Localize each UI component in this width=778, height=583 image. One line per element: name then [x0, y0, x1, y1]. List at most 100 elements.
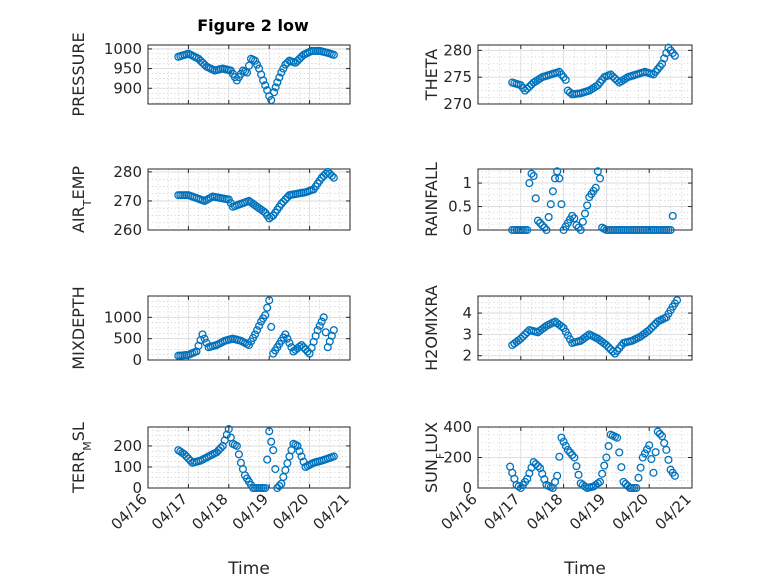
- sun_flux-point: [632, 483, 641, 493]
- terr_msl-point: [212, 448, 221, 457]
- sun_flux-xtick-label: 04/20: [609, 490, 652, 533]
- rainfall-point: [529, 171, 538, 181]
- mixdepth-point: [329, 326, 338, 335]
- sun_flux-ytick-label: 400: [443, 418, 472, 436]
- h2omixra-point: [518, 332, 527, 341]
- terr_msl-point: [329, 452, 338, 461]
- sun_flux-point: [657, 432, 667, 441]
- mixdepth-point: [317, 317, 326, 326]
- h2omixra-point: [645, 326, 654, 335]
- rainfall-point: [572, 221, 581, 230]
- pressure-ylabel: PRESSURE: [69, 32, 88, 116]
- sun_flux-xtick-label: 04/19: [566, 490, 609, 533]
- sun_flux-point: [595, 477, 605, 486]
- terr_msl-point: [267, 437, 276, 446]
- sun_flux-point: [645, 441, 654, 450]
- sun_flux-xtick-label: 04/16: [438, 490, 481, 533]
- mixdepth-ytick-label: 500: [113, 330, 142, 348]
- h2omixra-point: [602, 341, 611, 350]
- mixdepth-point: [283, 334, 292, 343]
- h2omixra-point: [647, 323, 656, 333]
- mixdepth-axes-border: [147, 295, 351, 361]
- theta-ytick-label: 270: [443, 95, 472, 113]
- theta-point: [606, 70, 615, 79]
- terr_msl-point: [273, 483, 282, 493]
- mixdepth-point: [281, 330, 290, 339]
- pressure-point: [283, 58, 292, 67]
- sun_flux-xtick-label: 04/18: [523, 490, 566, 533]
- terr_msl-xtick-label: 04/16: [108, 490, 151, 533]
- pressure-point: [261, 81, 270, 90]
- terr_msl-point: [216, 443, 225, 453]
- h2omixra-point: [557, 322, 566, 331]
- mixdepth-point: [297, 341, 306, 350]
- mixdepth-point: [315, 321, 324, 330]
- terr_msl-ytick-label: 200: [113, 437, 142, 455]
- rainfall-point: [557, 200, 566, 209]
- rainfall-point: [574, 223, 583, 232]
- sun_flux-point: [660, 438, 669, 448]
- rainfall-point: [527, 169, 536, 178]
- sun_flux-ytick-label: 200: [443, 449, 472, 467]
- theta-ytick-label: 280: [443, 41, 472, 59]
- rainfall-point: [533, 216, 542, 225]
- air_temp-ytick-label: 260: [113, 221, 142, 239]
- air_temp-point: [277, 199, 286, 208]
- rainfall-point: [591, 183, 600, 192]
- h2omixra-axes-border: [477, 295, 693, 361]
- air_temp-point: [281, 195, 290, 204]
- terr_msl-point: [234, 450, 243, 459]
- mixdepth-point: [299, 343, 308, 352]
- mixdepth-point: [319, 313, 328, 322]
- sun_flux-point: [662, 445, 671, 454]
- sun_flux-point: [598, 469, 607, 478]
- rainfall-point: [536, 218, 545, 228]
- sun_flux-point: [593, 479, 602, 488]
- terr_msl-point: [182, 452, 191, 461]
- rainfall-axes-border: [477, 168, 693, 231]
- h2omixra-ytick-label: 2: [462, 347, 472, 365]
- theta-point: [660, 54, 669, 63]
- mixdepth-point: [265, 296, 274, 305]
- mixdepth-point: [198, 330, 207, 339]
- theta-point: [670, 51, 679, 60]
- terr_msl-xlabel: Time: [227, 559, 270, 579]
- pressure-ytick-label: 1000: [104, 40, 142, 58]
- rainfall-point: [553, 167, 562, 176]
- sun_flux-point: [636, 463, 645, 472]
- rainfall-point: [580, 209, 590, 218]
- sun_flux-xtick-label: 04/21: [652, 490, 695, 533]
- mixdepth-point: [321, 328, 330, 337]
- sun_flux-point: [634, 473, 643, 482]
- pressure-point: [251, 56, 260, 65]
- theta-ylabel: THETA: [422, 49, 441, 101]
- pressure-ytick-label: 900: [113, 79, 142, 97]
- pressure-point: [275, 73, 284, 82]
- air_temp-ytick-label: 270: [113, 192, 142, 210]
- rainfall-point: [666, 225, 675, 235]
- rainfall-point: [525, 179, 534, 188]
- h2omixra-point: [604, 343, 613, 352]
- sun_flux-point: [643, 445, 652, 454]
- terr_msl-ylabel: TERRMSL: [69, 422, 94, 494]
- terr_msl-xtick-label: 04/19: [229, 490, 272, 533]
- rainfall-ytick-label: 1: [462, 174, 472, 192]
- mixdepth-ytick-label: 0: [132, 351, 142, 369]
- terr_msl-xtick-label: 04/21: [310, 490, 353, 533]
- terr_msl-point: [263, 455, 272, 464]
- sun_flux-point: [619, 477, 628, 486]
- mixdepth-point: [251, 330, 260, 339]
- mixdepth-point: [267, 322, 276, 331]
- rainfall-point: [548, 187, 557, 196]
- sun_flux-point: [651, 448, 660, 457]
- pressure-point: [271, 83, 280, 92]
- sun_flux-point: [555, 452, 564, 461]
- mixdepth-ylabel: MIXDEPTH: [69, 286, 88, 369]
- sun_flux-point: [655, 429, 664, 438]
- rainfall-point: [540, 223, 549, 232]
- sun_flux-point: [653, 427, 662, 436]
- rainfall-point: [523, 225, 532, 235]
- h2omixra-point: [608, 347, 617, 356]
- air_temp-point: [267, 212, 276, 221]
